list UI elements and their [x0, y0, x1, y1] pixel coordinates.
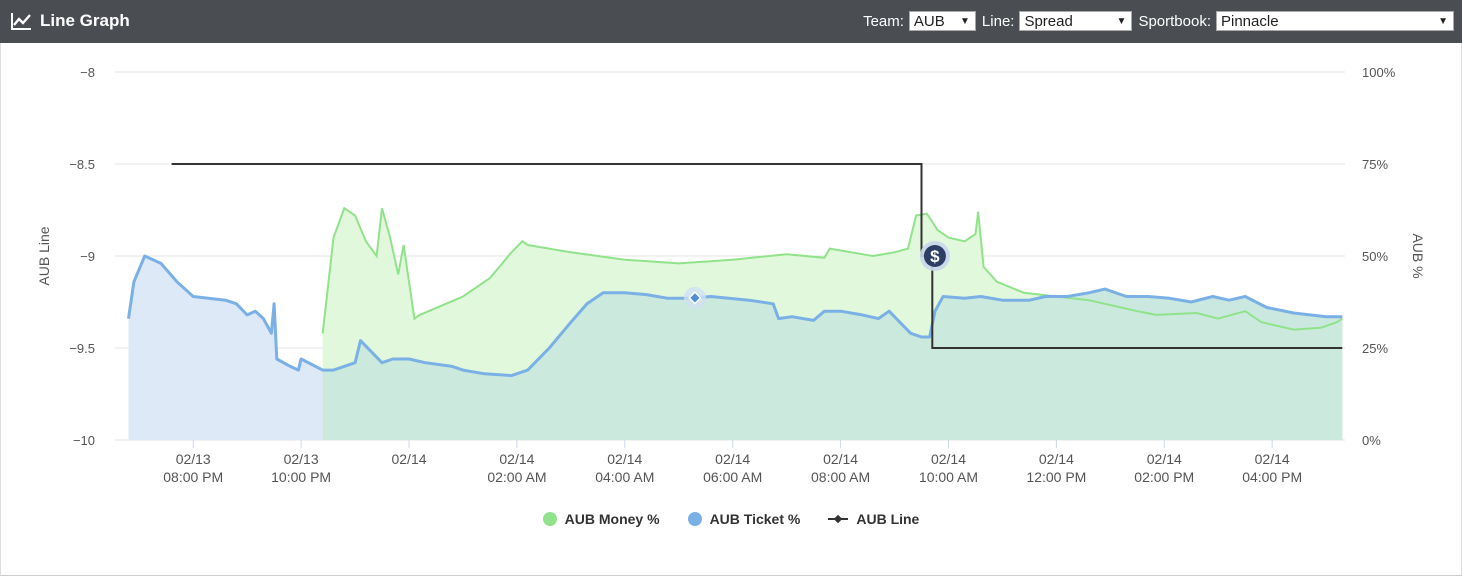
sportsbook-label: Sportbook:	[1138, 12, 1211, 30]
sportsbook-select-value: Pinnacle	[1221, 13, 1279, 30]
legend-dot-ticket	[687, 512, 702, 526]
chart-controls: Team: AUB ▼ Line: Spread ▼ Sportbook: Pi…	[857, 11, 1454, 31]
line-chart-icon	[11, 13, 31, 30]
team-select-value: AUB	[913, 13, 945, 30]
legend-item-money[interactable]: AUB Money %	[542, 511, 660, 527]
legend-dot-money	[542, 512, 557, 526]
caret-down-icon: ▼	[960, 16, 970, 27]
legend-item-ticket[interactable]: AUB Ticket %	[687, 511, 801, 527]
caret-down-icon: ▼	[1438, 16, 1448, 27]
team-label: Team:	[863, 12, 904, 30]
legend-item-line[interactable]: AUB Line	[828, 511, 919, 527]
legend-label-money: AUB Money %	[564, 511, 660, 527]
legend-line-swatch	[828, 514, 849, 524]
sportsbook-select[interactable]: Pinnacle ▼	[1216, 11, 1454, 31]
legend-label-line: AUB Line	[856, 511, 920, 527]
line-label: Line:	[981, 12, 1015, 30]
line-select-value: Spread	[1024, 13, 1073, 30]
header-bar: Line Graph Team: AUB ▼ Line: Spread ▼ Sp…	[0, 0, 1462, 43]
chart-legend: AUB Money % AUB Ticket % AUB Line	[0, 511, 1462, 527]
caret-down-icon: ▼	[1116, 16, 1127, 27]
line-select[interactable]: Spread ▼	[1019, 11, 1133, 31]
team-select[interactable]: AUB ▼	[908, 11, 976, 31]
chart-container	[0, 43, 1462, 576]
page-title: Line Graph	[40, 11, 130, 30]
legend-label-ticket: AUB Ticket %	[709, 511, 801, 527]
title-group: Line Graph	[10, 11, 130, 31]
